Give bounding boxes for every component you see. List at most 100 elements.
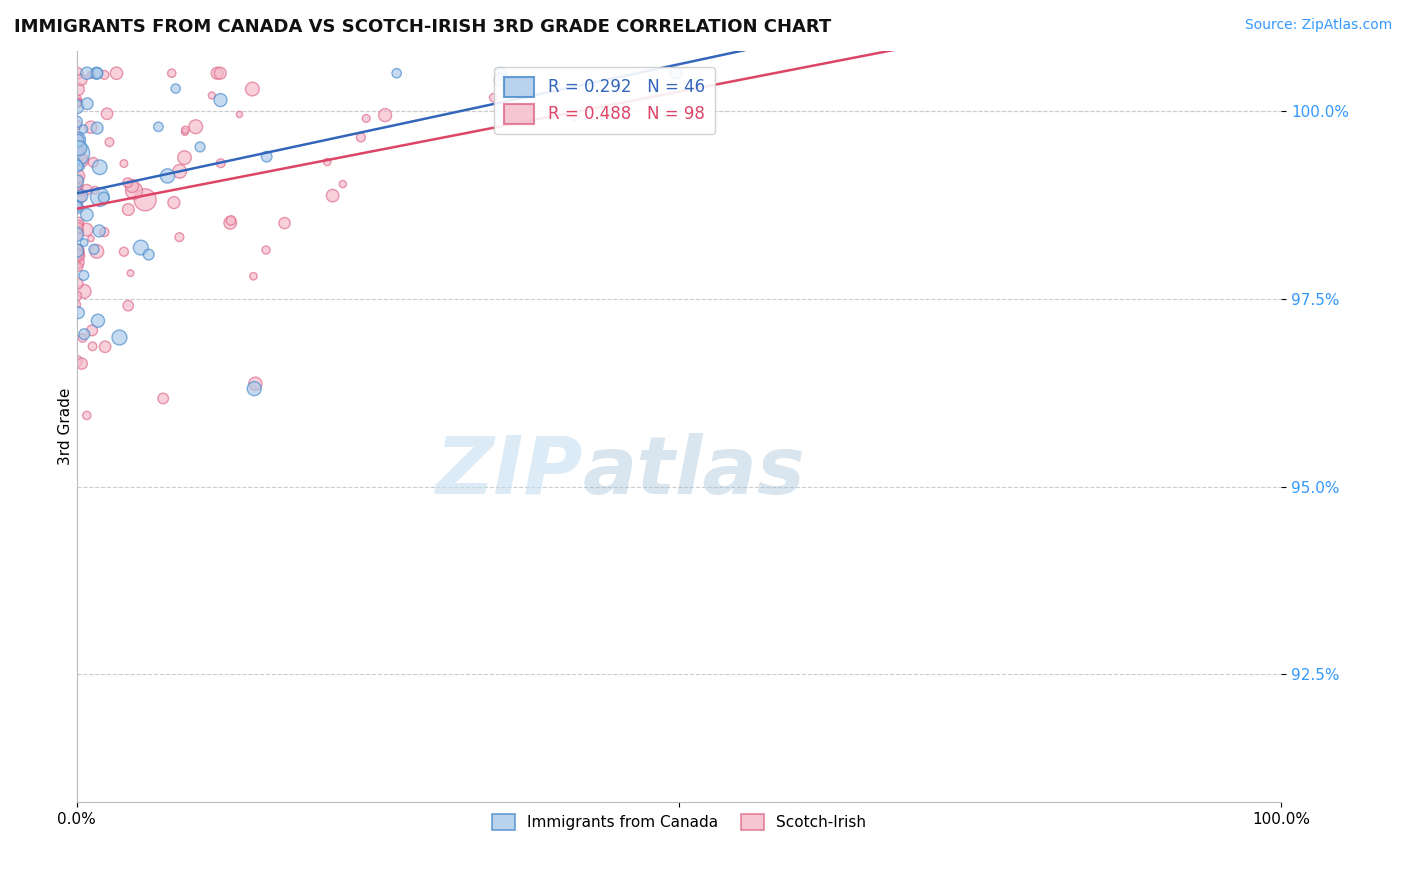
Point [564, 109, 586, 123]
Point [87, 314, 110, 328]
Point [117, 299, 139, 313]
Point [83, 243, 105, 257]
Point [65, 172, 87, 186]
Point [112, 244, 135, 259]
Point [117, 202, 139, 217]
Point [152, 392, 174, 406]
Y-axis label: 3rd Grade: 3rd Grade [58, 388, 73, 465]
Point [96, 107, 118, 121]
Point [228, 107, 250, 121]
Point [174, 123, 197, 137]
Text: atlas: atlas [582, 433, 806, 510]
Point [322, 188, 344, 202]
Point [93, 225, 115, 239]
Point [489, 73, 512, 87]
Point [209, 156, 232, 170]
Point [80, 231, 103, 245]
Point [76, 223, 98, 237]
Point [73, 327, 96, 342]
Point [70, 189, 93, 203]
Point [66, 133, 89, 147]
Point [138, 247, 160, 261]
Legend: Immigrants from Canada, Scotch-Irish: Immigrants from Canada, Scotch-Irish [485, 808, 872, 836]
Point [84, 183, 107, 197]
Point [105, 66, 128, 80]
Point [66, 178, 89, 193]
Point [165, 81, 187, 95]
Point [67, 250, 90, 264]
Point [76, 183, 98, 197]
Point [219, 213, 242, 227]
Point [120, 266, 142, 280]
Point [112, 156, 135, 170]
Point [67, 223, 90, 237]
Point [67, 247, 90, 261]
Point [82, 339, 104, 353]
Point [174, 125, 197, 139]
Point [66, 159, 89, 173]
Point [94, 340, 117, 354]
Point [70, 72, 93, 87]
Point [65, 244, 87, 258]
Point [66, 244, 89, 258]
Point [65, 226, 87, 240]
Point [67, 190, 90, 204]
Point [66, 66, 89, 80]
Point [66, 216, 89, 230]
Point [76, 96, 98, 111]
Point [273, 216, 295, 230]
Point [70, 153, 93, 168]
Point [108, 330, 131, 344]
Point [86, 66, 108, 80]
Point [65, 227, 87, 242]
Point [65, 155, 87, 169]
Point [129, 241, 152, 255]
Point [69, 160, 91, 174]
Point [66, 95, 89, 110]
Point [66, 100, 89, 114]
Point [66, 199, 89, 213]
Point [66, 169, 89, 183]
Point [66, 200, 89, 214]
Point [69, 185, 91, 199]
Point [66, 255, 89, 269]
Point [70, 357, 93, 371]
Point [482, 90, 505, 104]
Point [67, 141, 90, 155]
Point [65, 354, 87, 368]
Point [73, 235, 96, 250]
Point [89, 190, 111, 204]
Point [385, 66, 408, 80]
Text: ZIP: ZIP [434, 433, 582, 510]
Point [93, 190, 115, 204]
Point [73, 153, 96, 168]
Point [65, 118, 87, 132]
Point [65, 136, 87, 150]
Point [205, 66, 228, 80]
Point [245, 376, 267, 391]
Point [134, 193, 156, 207]
Point [184, 120, 207, 134]
Point [188, 140, 211, 154]
Point [65, 189, 87, 203]
Point [67, 133, 90, 147]
Point [66, 277, 89, 291]
Point [665, 66, 688, 80]
Point [73, 285, 96, 299]
Point [65, 289, 87, 303]
Point [66, 96, 89, 111]
Point [66, 115, 89, 129]
Point [219, 216, 242, 230]
Point [201, 88, 224, 103]
Point [65, 146, 87, 161]
Point [67, 249, 90, 263]
Point [66, 138, 89, 153]
Point [169, 164, 191, 178]
Point [98, 135, 121, 149]
Point [169, 230, 191, 244]
Point [374, 108, 396, 122]
Point [350, 130, 373, 145]
Point [72, 331, 94, 345]
Point [354, 112, 377, 126]
Point [209, 93, 232, 107]
